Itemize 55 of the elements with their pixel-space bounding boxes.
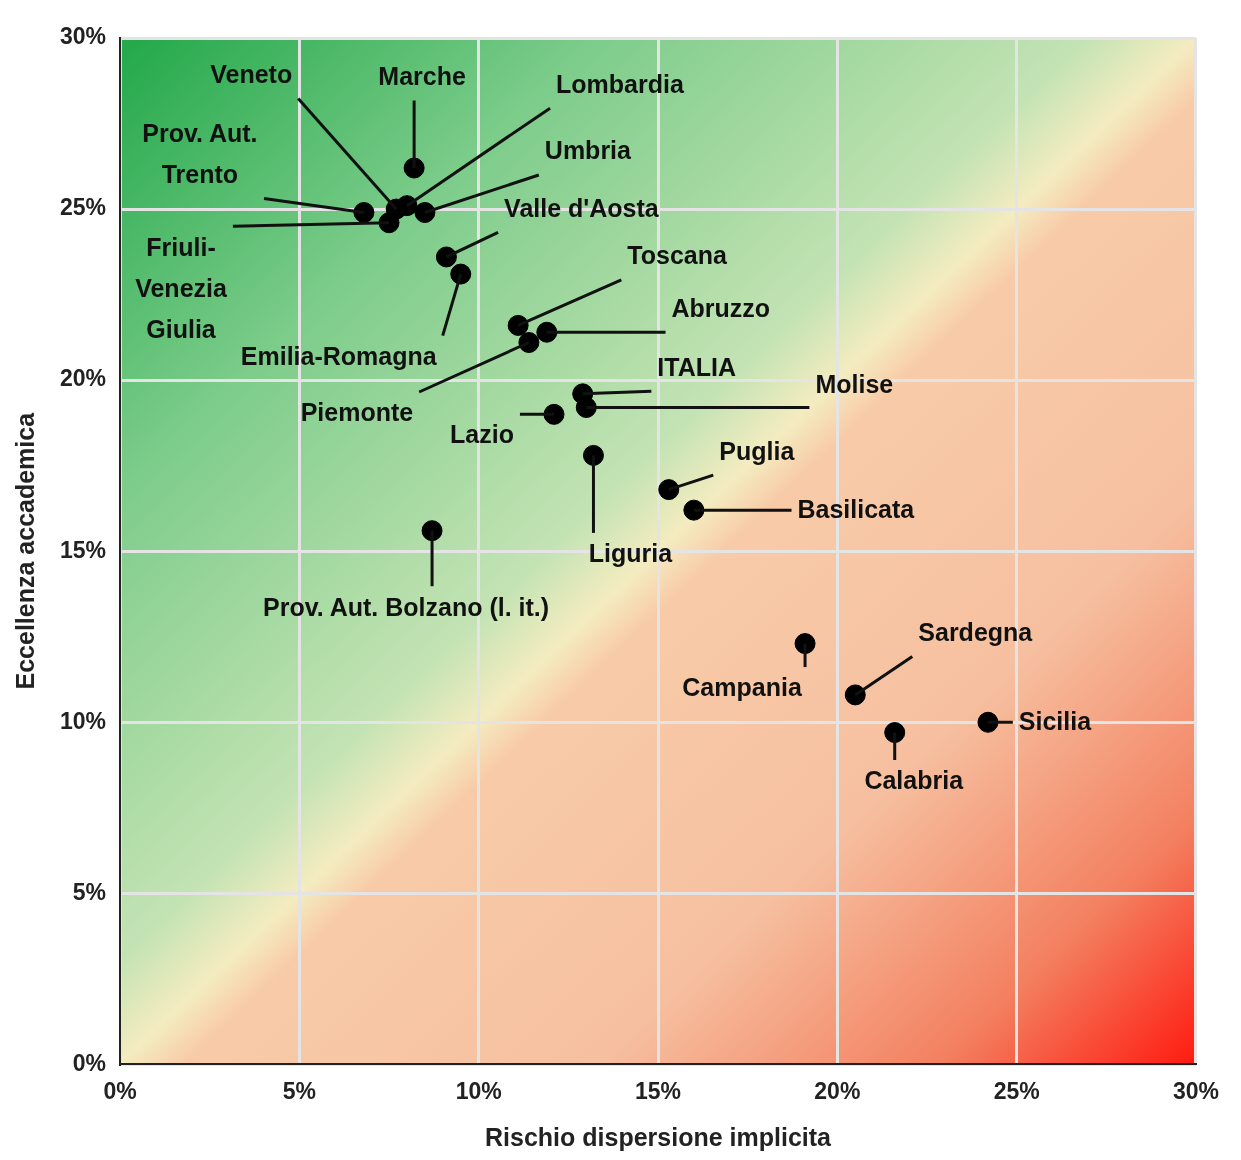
text: Toscana — [627, 241, 729, 270]
series-label: Calabria — [864, 766, 965, 795]
series-label: Puglia — [719, 436, 796, 465]
point — [582, 444, 604, 466]
point — [421, 520, 443, 542]
point — [385, 198, 407, 220]
text: ITALIA — [657, 352, 737, 381]
y-tick-label: 0% — [72, 1049, 107, 1076]
y-tick-label: 30% — [59, 23, 107, 50]
text: Liguria — [588, 539, 674, 568]
text: Piemonte — [300, 398, 414, 427]
text: Molise — [815, 370, 894, 399]
text: Lombardia — [556, 69, 685, 98]
text: Basilicata — [797, 495, 916, 524]
point — [977, 711, 999, 733]
x-tick-label: 5% — [282, 1077, 316, 1104]
x-tick-label: 20% — [814, 1077, 861, 1104]
point — [794, 633, 816, 655]
point — [844, 684, 866, 706]
point — [403, 157, 425, 179]
series-label: Campania — [682, 673, 803, 702]
point — [518, 332, 540, 353]
y-axis-title: Eccellenza accademica — [10, 411, 39, 690]
y-tick-label: 10% — [59, 707, 107, 734]
point — [450, 263, 472, 285]
text: Sardegna — [918, 617, 1034, 646]
text: Prov. Aut. Bolzano (l. it.) — [263, 592, 550, 621]
series-label: Lazio — [450, 420, 514, 449]
text: Prov. Aut. Trento — [142, 118, 258, 188]
point — [884, 722, 906, 744]
x-tick-label: 25% — [993, 1077, 1040, 1104]
text: Emilia-Romagna — [240, 341, 438, 370]
x-tick-label: 10% — [455, 1077, 502, 1104]
x-tick-label: 15% — [634, 1077, 682, 1104]
point — [536, 321, 558, 343]
y-tick-label: 15% — [59, 536, 107, 563]
series-label: Sicilia — [1018, 707, 1093, 736]
y-tick-label: 20% — [59, 365, 107, 392]
point — [507, 314, 529, 336]
point — [353, 201, 375, 223]
text: Friuli-Venezia Giulia — [135, 232, 228, 343]
text: Valle d'Aosta — [504, 193, 660, 222]
text: Marche — [378, 61, 466, 90]
point — [572, 383, 594, 405]
point — [683, 499, 705, 521]
text: Umbria — [544, 136, 633, 165]
text: Veneto — [210, 59, 293, 88]
point — [658, 479, 680, 501]
y-tick-label: 25% — [59, 194, 107, 221]
x-tick-label: 0% — [103, 1077, 137, 1104]
x-axis-title: Rischio dispersione implicita — [485, 1122, 833, 1151]
text: Abruzzo — [671, 294, 771, 323]
x-tick-label: 30% — [1172, 1077, 1220, 1104]
y-tick-label: 5% — [72, 878, 107, 905]
point — [543, 403, 565, 425]
